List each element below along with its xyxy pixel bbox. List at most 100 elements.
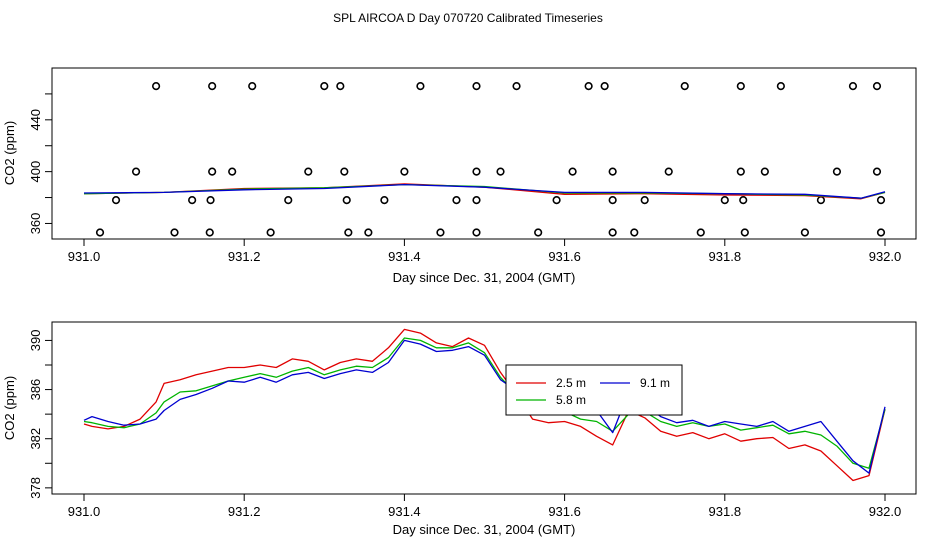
panel-2-series-2-5-m (83, 328, 886, 482)
legend-label-9-1m: 9.1 m (640, 376, 670, 390)
calibration-point (452, 196, 461, 205)
calibration-point (248, 82, 257, 91)
panel-2-y-tick-label: 378 (28, 477, 43, 499)
panel-1-x-tick-label: 931.4 (388, 249, 421, 264)
calibration-point (608, 167, 617, 176)
calibration-point (336, 82, 345, 91)
panel-1-x-tick-label: 931.2 (228, 249, 261, 264)
calibration-point (872, 82, 882, 91)
panel-1-y-axis: 360 400 440 (28, 93, 52, 235)
panel-1-x-tick-label: 931.8 (709, 249, 742, 264)
calibration-point (472, 167, 481, 176)
panel-2-series-5-8-m (83, 337, 886, 469)
calibration-point (206, 196, 215, 205)
calibration-point (736, 82, 745, 91)
calibration-point (680, 82, 689, 91)
panel-1-frame (51, 67, 917, 240)
calibration-point (436, 228, 445, 237)
calibration-point (876, 196, 886, 205)
panel-1-x-axis: 931.0 931.2 931.4 931.6 931.8 932.0 (68, 239, 902, 264)
calibration-point (266, 228, 275, 237)
calibration-point (111, 196, 121, 205)
calibration-point (736, 167, 745, 176)
calibration-point (608, 228, 617, 237)
calibration-point (208, 167, 217, 176)
panel-2-series-9-1-m (83, 339, 886, 474)
calibration-point (284, 196, 293, 205)
panel-2-x-tick-label: 931.8 (709, 504, 742, 519)
calibration-point (664, 167, 673, 176)
calibration-point (380, 196, 389, 205)
panel-2-x-tick-label: 932.0 (869, 504, 902, 519)
calibration-point (552, 196, 561, 205)
panel-2-x-axis-title: Day since Dec. 31, 2004 (GMT) (393, 522, 576, 537)
panel-2-x-tick-label: 931.2 (228, 504, 261, 519)
calibration-point (584, 82, 593, 91)
calibration-point (739, 196, 748, 205)
panel-2-y-axis-title: CO2 (ppm) (2, 376, 17, 440)
calibration-point (228, 167, 237, 176)
calibration-point (630, 228, 639, 237)
calibration-point (472, 196, 481, 205)
panel-1-x-tick-label: 932.0 (869, 249, 902, 264)
calibration-point (320, 82, 329, 91)
panel-zoomed-timeseries: 931.0 931.2 931.4 931.6 931.8 932.0 378 382 386… (2, 321, 917, 537)
calibration-point (304, 167, 313, 176)
panel-2-x-axis: 931.0 931.2 931.4 931.6 931.8 932.0 (68, 494, 902, 519)
calibration-point (208, 82, 217, 91)
panel-2-y-tick-label: 382 (28, 428, 43, 450)
calibration-point (344, 228, 353, 237)
calibration-point (342, 196, 351, 205)
calibration-point (205, 228, 214, 237)
calibration-point (95, 228, 105, 237)
panel-1-y-tick-label: 440 (28, 109, 43, 131)
panel-2-x-tick-label: 931.0 (68, 504, 101, 519)
calibration-point (776, 82, 785, 91)
calibration-point (496, 167, 505, 176)
calibration-point (534, 228, 543, 237)
calibration-point (170, 228, 179, 237)
calibration-point (472, 82, 481, 91)
calibration-point (512, 82, 521, 91)
calibration-point (340, 167, 349, 176)
calibration-point (848, 82, 858, 91)
calibration-point (608, 196, 617, 205)
panel-2-y-axis: 378 382 386 390 (28, 330, 52, 499)
calibration-point (364, 228, 373, 237)
panel-calibration-timeseries: 931.0 931.2 931.4 931.6 931.8 932.0 360 400 440… (2, 67, 917, 285)
calibration-points-group (95, 82, 886, 237)
calibration-point (696, 228, 705, 237)
calibration-point (760, 167, 769, 176)
legend-label-2-5m: 2.5 m (556, 376, 586, 390)
panel-2-y-tick-label: 390 (28, 330, 43, 352)
panel-2-x-tick-label: 931.4 (388, 504, 421, 519)
calibration-point (568, 167, 577, 176)
calibration-point (720, 196, 729, 205)
panel-1-series-9-1-m (83, 183, 886, 199)
calibration-point (416, 82, 425, 91)
calibration-point (472, 228, 481, 237)
calibration-point (640, 196, 649, 205)
calibration-point (151, 82, 161, 91)
calibration-point (131, 167, 141, 176)
calibration-point (816, 196, 826, 205)
legend-label-5-8m: 5.8 m (556, 393, 586, 407)
panel-2-y-tick-label: 386 (28, 379, 43, 401)
panel-1-y-tick-label: 400 (28, 161, 43, 183)
panel-1-x-axis-title: Day since Dec. 31, 2004 (GMT) (393, 270, 576, 285)
legend-box (505, 364, 683, 416)
panel-1-x-tick-label: 931.0 (68, 249, 101, 264)
panel-1-y-tick-label: 360 (28, 213, 43, 235)
calibration-point (872, 167, 882, 176)
calibration-point (188, 196, 197, 205)
panel-1-x-tick-label: 931.6 (548, 249, 581, 264)
calibration-point (400, 167, 409, 176)
panel-2-frame (51, 321, 917, 495)
panel-1-series-group (83, 183, 886, 200)
calibration-point (832, 167, 842, 176)
panel-2-x-tick-label: 931.6 (548, 504, 581, 519)
calibration-point (876, 228, 886, 237)
chart-title: SPL AIRCOA D Day 070720 Calibrated Times… (333, 11, 603, 25)
calibration-point (800, 228, 810, 237)
